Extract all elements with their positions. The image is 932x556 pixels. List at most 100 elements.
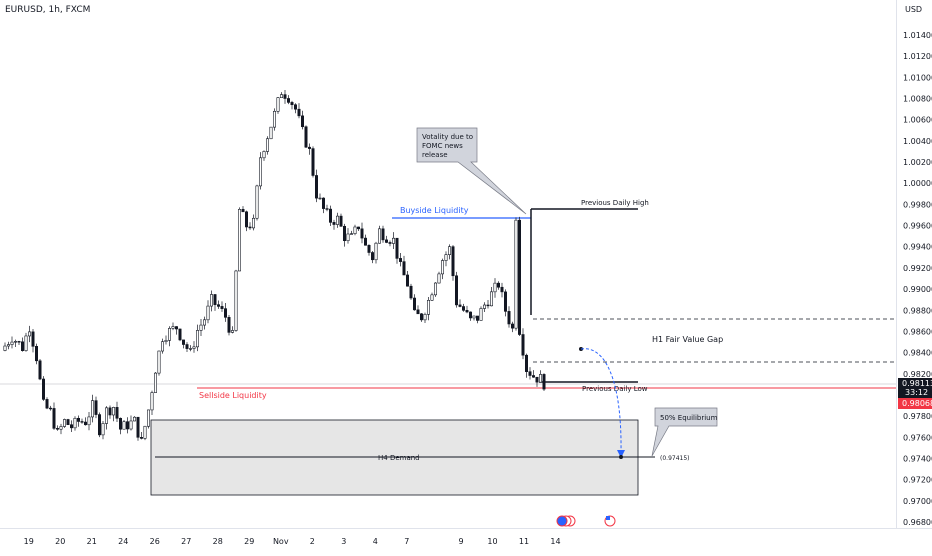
candle-body <box>493 282 497 293</box>
candle-body <box>258 157 262 187</box>
sellside-price-badge <box>898 398 932 409</box>
candle-body <box>73 417 77 429</box>
candle-body <box>398 258 402 262</box>
candle-body <box>112 407 116 416</box>
candle-body <box>41 378 45 400</box>
candle-body <box>10 341 14 345</box>
candle-body <box>94 400 98 415</box>
candle-body <box>440 260 444 275</box>
candle-body <box>346 233 350 242</box>
candle-body <box>129 420 133 430</box>
buyside-label: Buyside Liquidity <box>400 206 469 215</box>
candle-body <box>332 222 336 225</box>
candle-body <box>265 138 269 152</box>
candle-body <box>62 419 66 427</box>
time-tick-label: Nov <box>273 537 289 546</box>
equilibrium-callout: 50% Equilibrium <box>651 407 718 457</box>
candle-body <box>391 237 395 244</box>
candle-body <box>98 414 102 436</box>
symbol-title: EURUSD, 1h, FXCM <box>5 5 91 15</box>
candle-body <box>472 315 476 319</box>
candle-body <box>426 300 430 315</box>
candle-body <box>311 148 315 176</box>
candle-body <box>161 341 165 352</box>
candle-body <box>77 417 81 422</box>
us-flag-event-icon[interactable] <box>604 515 616 527</box>
candle-body <box>514 219 518 329</box>
candle-body <box>374 242 378 261</box>
time-axis[interactable]: 19 20 21 24 26 27 28 29 Nov 2 3 4 7 9 10 11 14 <box>0 528 932 551</box>
candle-body <box>381 228 385 241</box>
candle-body <box>524 354 528 372</box>
candle-body <box>479 308 483 321</box>
candle-body <box>290 102 294 106</box>
candle-body <box>335 215 339 225</box>
candle-body <box>353 226 357 234</box>
candle-body <box>300 115 304 128</box>
candle-body <box>262 151 266 159</box>
candle-body <box>245 211 249 228</box>
candle-body <box>101 423 105 436</box>
price-tick-label: 1.00200 <box>903 158 932 167</box>
candle-body <box>38 360 42 380</box>
candle-body <box>203 319 207 326</box>
candle-body <box>66 419 70 426</box>
candle-body <box>196 330 200 348</box>
candle-body <box>314 175 318 199</box>
candle-body <box>384 239 388 243</box>
candle-body <box>3 345 7 351</box>
candle-body <box>409 285 413 299</box>
candle-body <box>468 311 472 319</box>
candle-body <box>206 305 210 321</box>
candle-body <box>252 217 256 229</box>
previous-daily-low-label: Previous Daily Low <box>582 385 648 393</box>
fomc-callout-line-3: release <box>422 151 448 159</box>
current-price-badge <box>898 378 932 398</box>
candle-body <box>388 242 392 244</box>
candle-body <box>297 108 301 117</box>
candle-body <box>349 233 353 235</box>
candle-body <box>528 371 532 376</box>
candle-body <box>122 421 126 430</box>
price-axis[interactable]: USD 1.01400 1.01200 1.01000 1.00800 1.00600 1… <box>896 0 932 528</box>
candle-body <box>105 407 109 424</box>
candle-body <box>133 416 137 422</box>
time-tick-label: 21 <box>87 537 97 546</box>
candle-body <box>423 314 427 321</box>
candle-body <box>447 246 451 255</box>
price-tick-label: 1.00800 <box>903 95 932 104</box>
candle-body <box>405 274 409 287</box>
candle-body <box>241 209 245 213</box>
candle-body <box>27 331 31 337</box>
candle-body <box>80 421 84 423</box>
candle-body <box>24 335 28 351</box>
candle-body <box>444 254 448 261</box>
sellside-price-value: 0.98068 <box>902 399 932 408</box>
time-tick-label: 27 <box>181 537 191 546</box>
candle-body <box>55 428 59 430</box>
candle-body <box>437 273 441 284</box>
candle-body <box>248 226 252 229</box>
candle-body <box>293 104 297 110</box>
us-flag-events-icon[interactable] <box>556 515 576 527</box>
time-tick-label: 24 <box>118 537 128 546</box>
candle-body <box>342 225 346 242</box>
candle-body <box>52 408 56 429</box>
candle-body <box>269 126 273 140</box>
candle-body <box>395 237 399 259</box>
candle-body <box>210 294 214 307</box>
candle-body <box>503 291 507 312</box>
demand-label: H4 Demand <box>378 454 420 462</box>
candle-body <box>465 310 469 313</box>
candle-body <box>84 421 88 426</box>
